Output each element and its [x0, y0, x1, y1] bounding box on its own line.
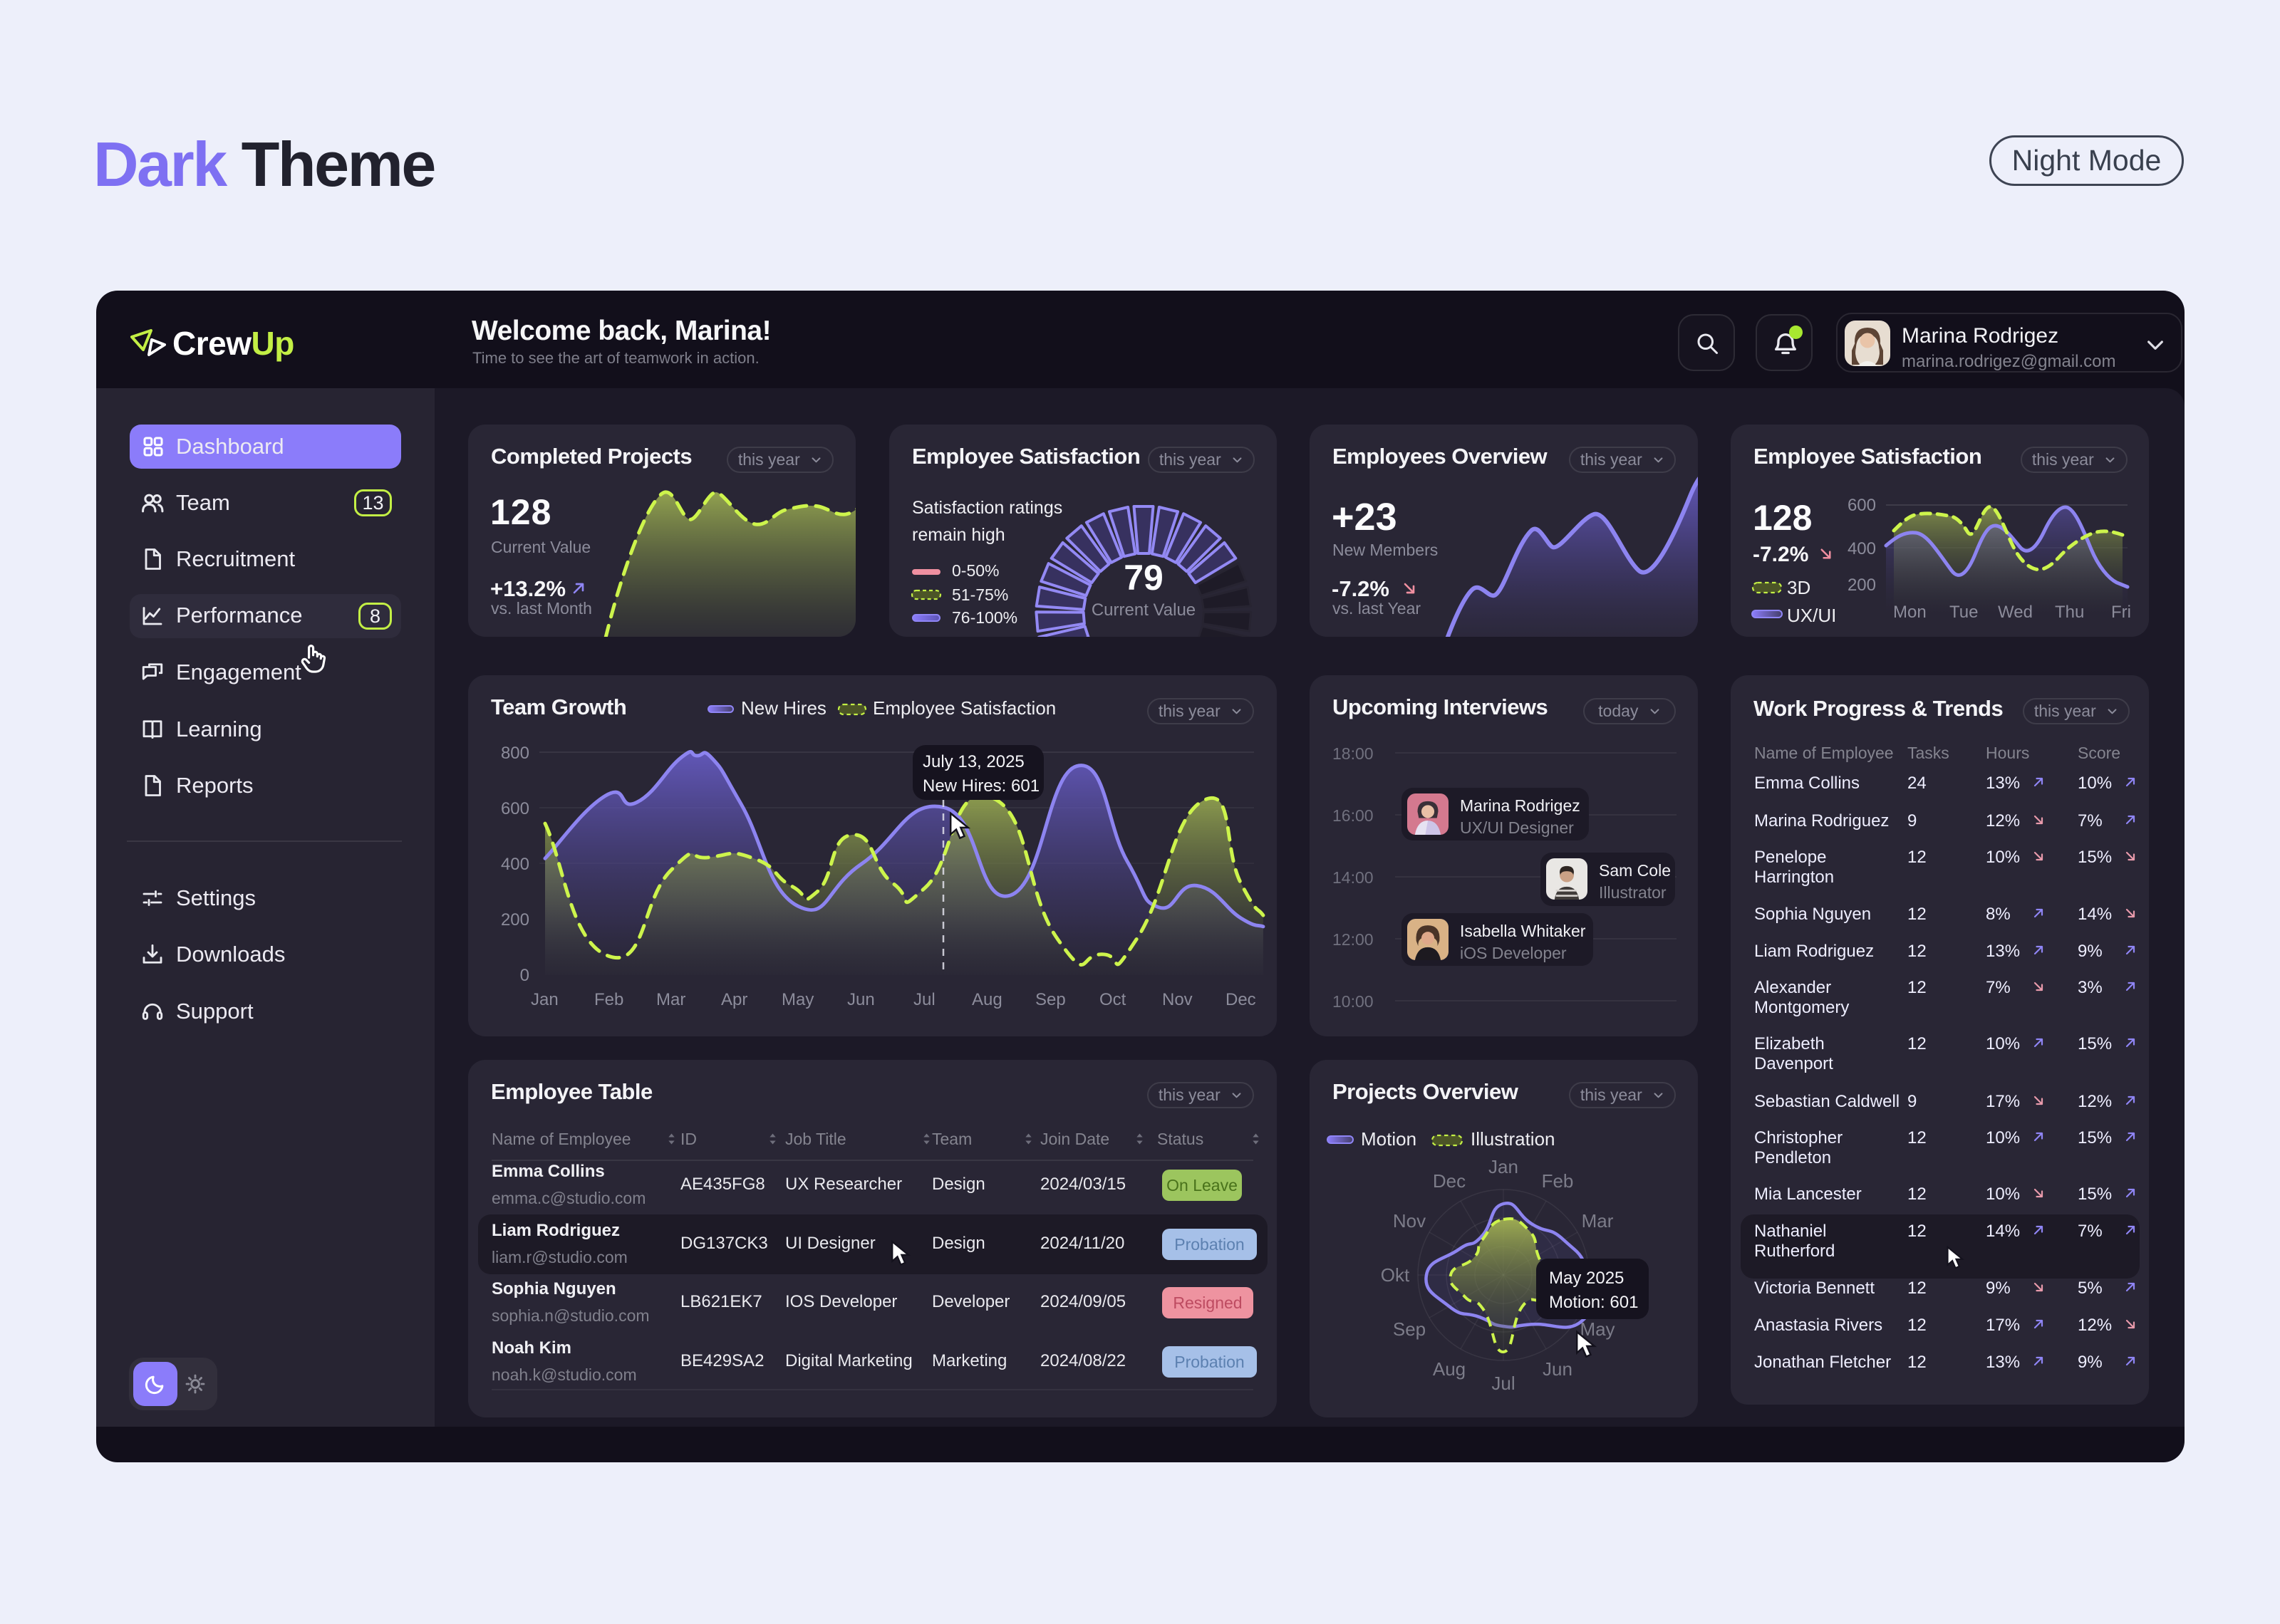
svg-text:Aug: Aug: [1433, 1358, 1466, 1380]
svg-text:Jan: Jan: [1488, 1156, 1518, 1177]
svg-text:Sep: Sep: [1393, 1318, 1426, 1340]
svg-text:Dec: Dec: [1433, 1170, 1466, 1192]
svg-text:Feb: Feb: [1542, 1170, 1574, 1192]
svg-text:Jun: Jun: [1543, 1358, 1572, 1380]
svg-text:Nov: Nov: [1393, 1210, 1426, 1232]
svg-text:Okt: Okt: [1381, 1264, 1410, 1286]
svg-text:May: May: [1580, 1318, 1615, 1340]
svg-text:Mar: Mar: [1582, 1210, 1614, 1232]
svg-text:Jul: Jul: [1491, 1373, 1515, 1394]
